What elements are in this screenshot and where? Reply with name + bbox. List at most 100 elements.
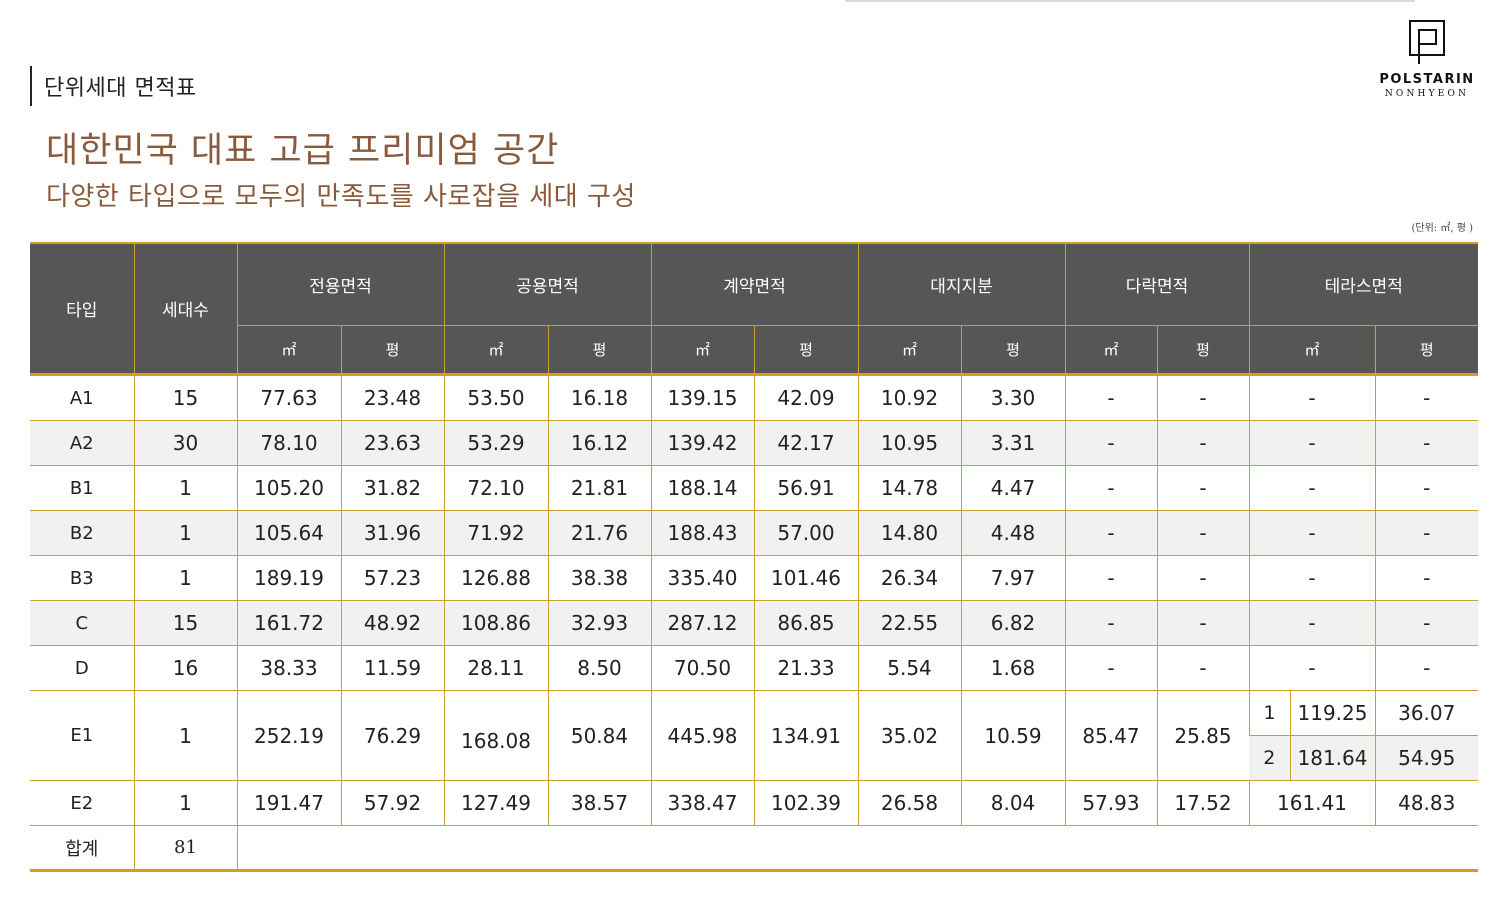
cell-households: 1 (133, 555, 237, 601)
table-row-e1-terrace-2: 2 181.64 54.95 (30, 735, 1478, 781)
cell-land-pyeong: 10.59 (960, 690, 1065, 781)
cell-common-pyeong: 21.76 (547, 510, 651, 556)
cell-attic-sqm: 85.47 (1064, 690, 1157, 781)
cell-total-empty (236, 825, 1478, 872)
page-headline: 대한민국 대표 고급 프리미엄 공간 (46, 131, 560, 171)
cell-exclusive-pyeong: 57.23 (340, 555, 444, 601)
cell-common-pyeong: 32.93 (547, 600, 651, 646)
cell-terrace-sqm: - (1248, 600, 1375, 646)
cell-attic-pyeong: - (1156, 465, 1249, 511)
cell-contract-sqm: 188.43 (650, 510, 754, 556)
cell-common-sqm: 72.10 (443, 465, 548, 511)
cell-land-pyeong: 3.30 (960, 373, 1065, 421)
cell-land-sqm: 35.02 (857, 690, 961, 781)
table-row: A2 30 78.10 23.63 53.29 16.12 139.42 42.17 10.95… (30, 420, 1478, 466)
cell-common-sqm: 168.08 (443, 690, 548, 781)
cell-contract-pyeong: 56.91 (753, 465, 858, 511)
cell-common-sqm: 53.29 (443, 420, 548, 466)
polstarin-logo-icon (1409, 20, 1445, 64)
cell-type: E1 (30, 690, 134, 781)
cell-common-pyeong: 16.18 (547, 373, 651, 421)
table-row: B1 1 105.20 31.82 72.10 21.81 188.14 56.91 14.78… (30, 465, 1478, 511)
cell-terrace-index: 2 (1249, 735, 1290, 781)
cell-common-sqm: 108.86 (443, 600, 548, 646)
cell-contract-sqm: 445.98 (650, 690, 754, 781)
cell-exclusive-sqm: 105.64 (236, 510, 341, 556)
cell-exclusive-sqm: 105.20 (236, 465, 341, 511)
cell-type: D (30, 645, 134, 691)
cell-exclusive-sqm: 191.47 (236, 780, 341, 826)
cell-attic-sqm: - (1064, 555, 1157, 601)
unit-note: (단위: ㎡, 평 ) (1411, 223, 1474, 234)
cell-land-sqm: 22.55 (857, 600, 961, 646)
cell-terrace-sqm: - (1248, 555, 1375, 601)
cell-exclusive-sqm: 189.19 (236, 555, 341, 601)
section-title: 단위세대 면적표 (44, 76, 197, 101)
cell-common-sqm: 127.49 (443, 780, 548, 826)
header-exclusive-area: 전용면적 (236, 242, 445, 326)
subheader-sqm: ㎡ (857, 325, 962, 375)
cell-exclusive-sqm: 252.19 (236, 690, 341, 781)
cell-land-pyeong: 1.68 (960, 645, 1065, 691)
cell-households: 1 (133, 780, 237, 826)
cell-exclusive-pyeong: 23.48 (340, 373, 444, 421)
table-row-e1: E1 1 252.19 76.29 168.08 50.84 445.98 13… (30, 690, 1478, 781)
cell-contract-sqm: 287.12 (650, 600, 754, 646)
cell-attic-pyeong: - (1156, 645, 1249, 691)
cell-terrace-sqm: - (1248, 465, 1375, 511)
cell-terrace-sqm: 181.64 (1289, 735, 1375, 781)
cell-land-pyeong: 4.48 (960, 510, 1065, 556)
cell-terrace-pyeong: - (1374, 465, 1478, 511)
header-terrace-area: 테라스면적 (1248, 242, 1478, 326)
cell-terrace-index: 1 (1248, 690, 1290, 736)
cell-contract-sqm: 70.50 (650, 645, 754, 691)
cell-terrace-sqm: 161.41 (1248, 780, 1375, 826)
cell-common-pyeong: 21.81 (547, 465, 651, 511)
cell-contract-pyeong: 102.39 (753, 780, 858, 826)
cell-land-sqm: 14.78 (857, 465, 961, 511)
cell-households: 30 (133, 420, 237, 466)
cell-attic-sqm: - (1064, 510, 1157, 556)
subheader-sqm: ㎡ (1248, 325, 1376, 375)
subheader-pyeong: 평 (1156, 325, 1250, 375)
cell-attic-sqm: - (1064, 465, 1157, 511)
cell-terrace-sqm: - (1248, 420, 1375, 466)
cell-land-pyeong: 6.82 (960, 600, 1065, 646)
cell-terrace-pyeong: - (1374, 373, 1478, 421)
subheader-pyeong: 평 (547, 325, 652, 375)
cell-common-sqm: 53.50 (443, 373, 548, 421)
cell-households: 1 (133, 510, 237, 556)
cell-total-households: 81 (133, 825, 237, 872)
subheader-pyeong: 평 (960, 325, 1066, 375)
cell-terrace-sqm: - (1248, 373, 1375, 421)
cell-contract-pyeong: 86.85 (753, 600, 858, 646)
cell-type: B3 (30, 555, 134, 601)
cell-common-sqm: 126.88 (443, 555, 548, 601)
header-type: 타입 (30, 242, 135, 375)
cell-households: 16 (133, 645, 237, 691)
cell-terrace-pyeong: - (1374, 510, 1478, 556)
cell-common-sqm: 28.11 (443, 645, 548, 691)
subheader-pyeong: 평 (340, 325, 445, 375)
cell-terrace-pyeong: 36.07 (1374, 690, 1478, 736)
cell-households: 1 (133, 465, 237, 511)
header-attic-area: 다락면적 (1064, 242, 1250, 326)
cell-type: A2 (30, 420, 134, 466)
table-row: B3 1 189.19 57.23 126.88 38.38 335.40 101.46 26.… (30, 555, 1478, 601)
cell-terrace-pyeong: 54.95 (1374, 735, 1478, 781)
table-row-total: 합계 81 (30, 825, 1478, 872)
subheader-sqm: ㎡ (1064, 325, 1158, 375)
subheader-sqm: ㎡ (443, 325, 549, 375)
cell-exclusive-sqm: 161.72 (236, 600, 341, 646)
cell-type: B1 (30, 465, 134, 511)
logo-name: POLSTARIN (1379, 72, 1475, 87)
unit-area-table: 타입 세대수 전용면적 공용면적 계약면적 대지지분 다락면적 테라스면적 ㎡ … (30, 242, 1478, 872)
cell-attic-pyeong: 25.85 (1156, 690, 1249, 781)
cell-land-sqm: 10.95 (857, 420, 961, 466)
cell-total-label: 합계 (30, 825, 134, 872)
header-households: 세대수 (133, 242, 238, 375)
cell-terrace-pyeong: 48.83 (1374, 780, 1478, 826)
cell-land-pyeong: 8.04 (960, 780, 1065, 826)
cell-attic-pyeong: - (1156, 373, 1249, 421)
table-row: B2 1 105.64 31.96 71.92 21.76 188.43 57.00 14.80… (30, 510, 1478, 556)
